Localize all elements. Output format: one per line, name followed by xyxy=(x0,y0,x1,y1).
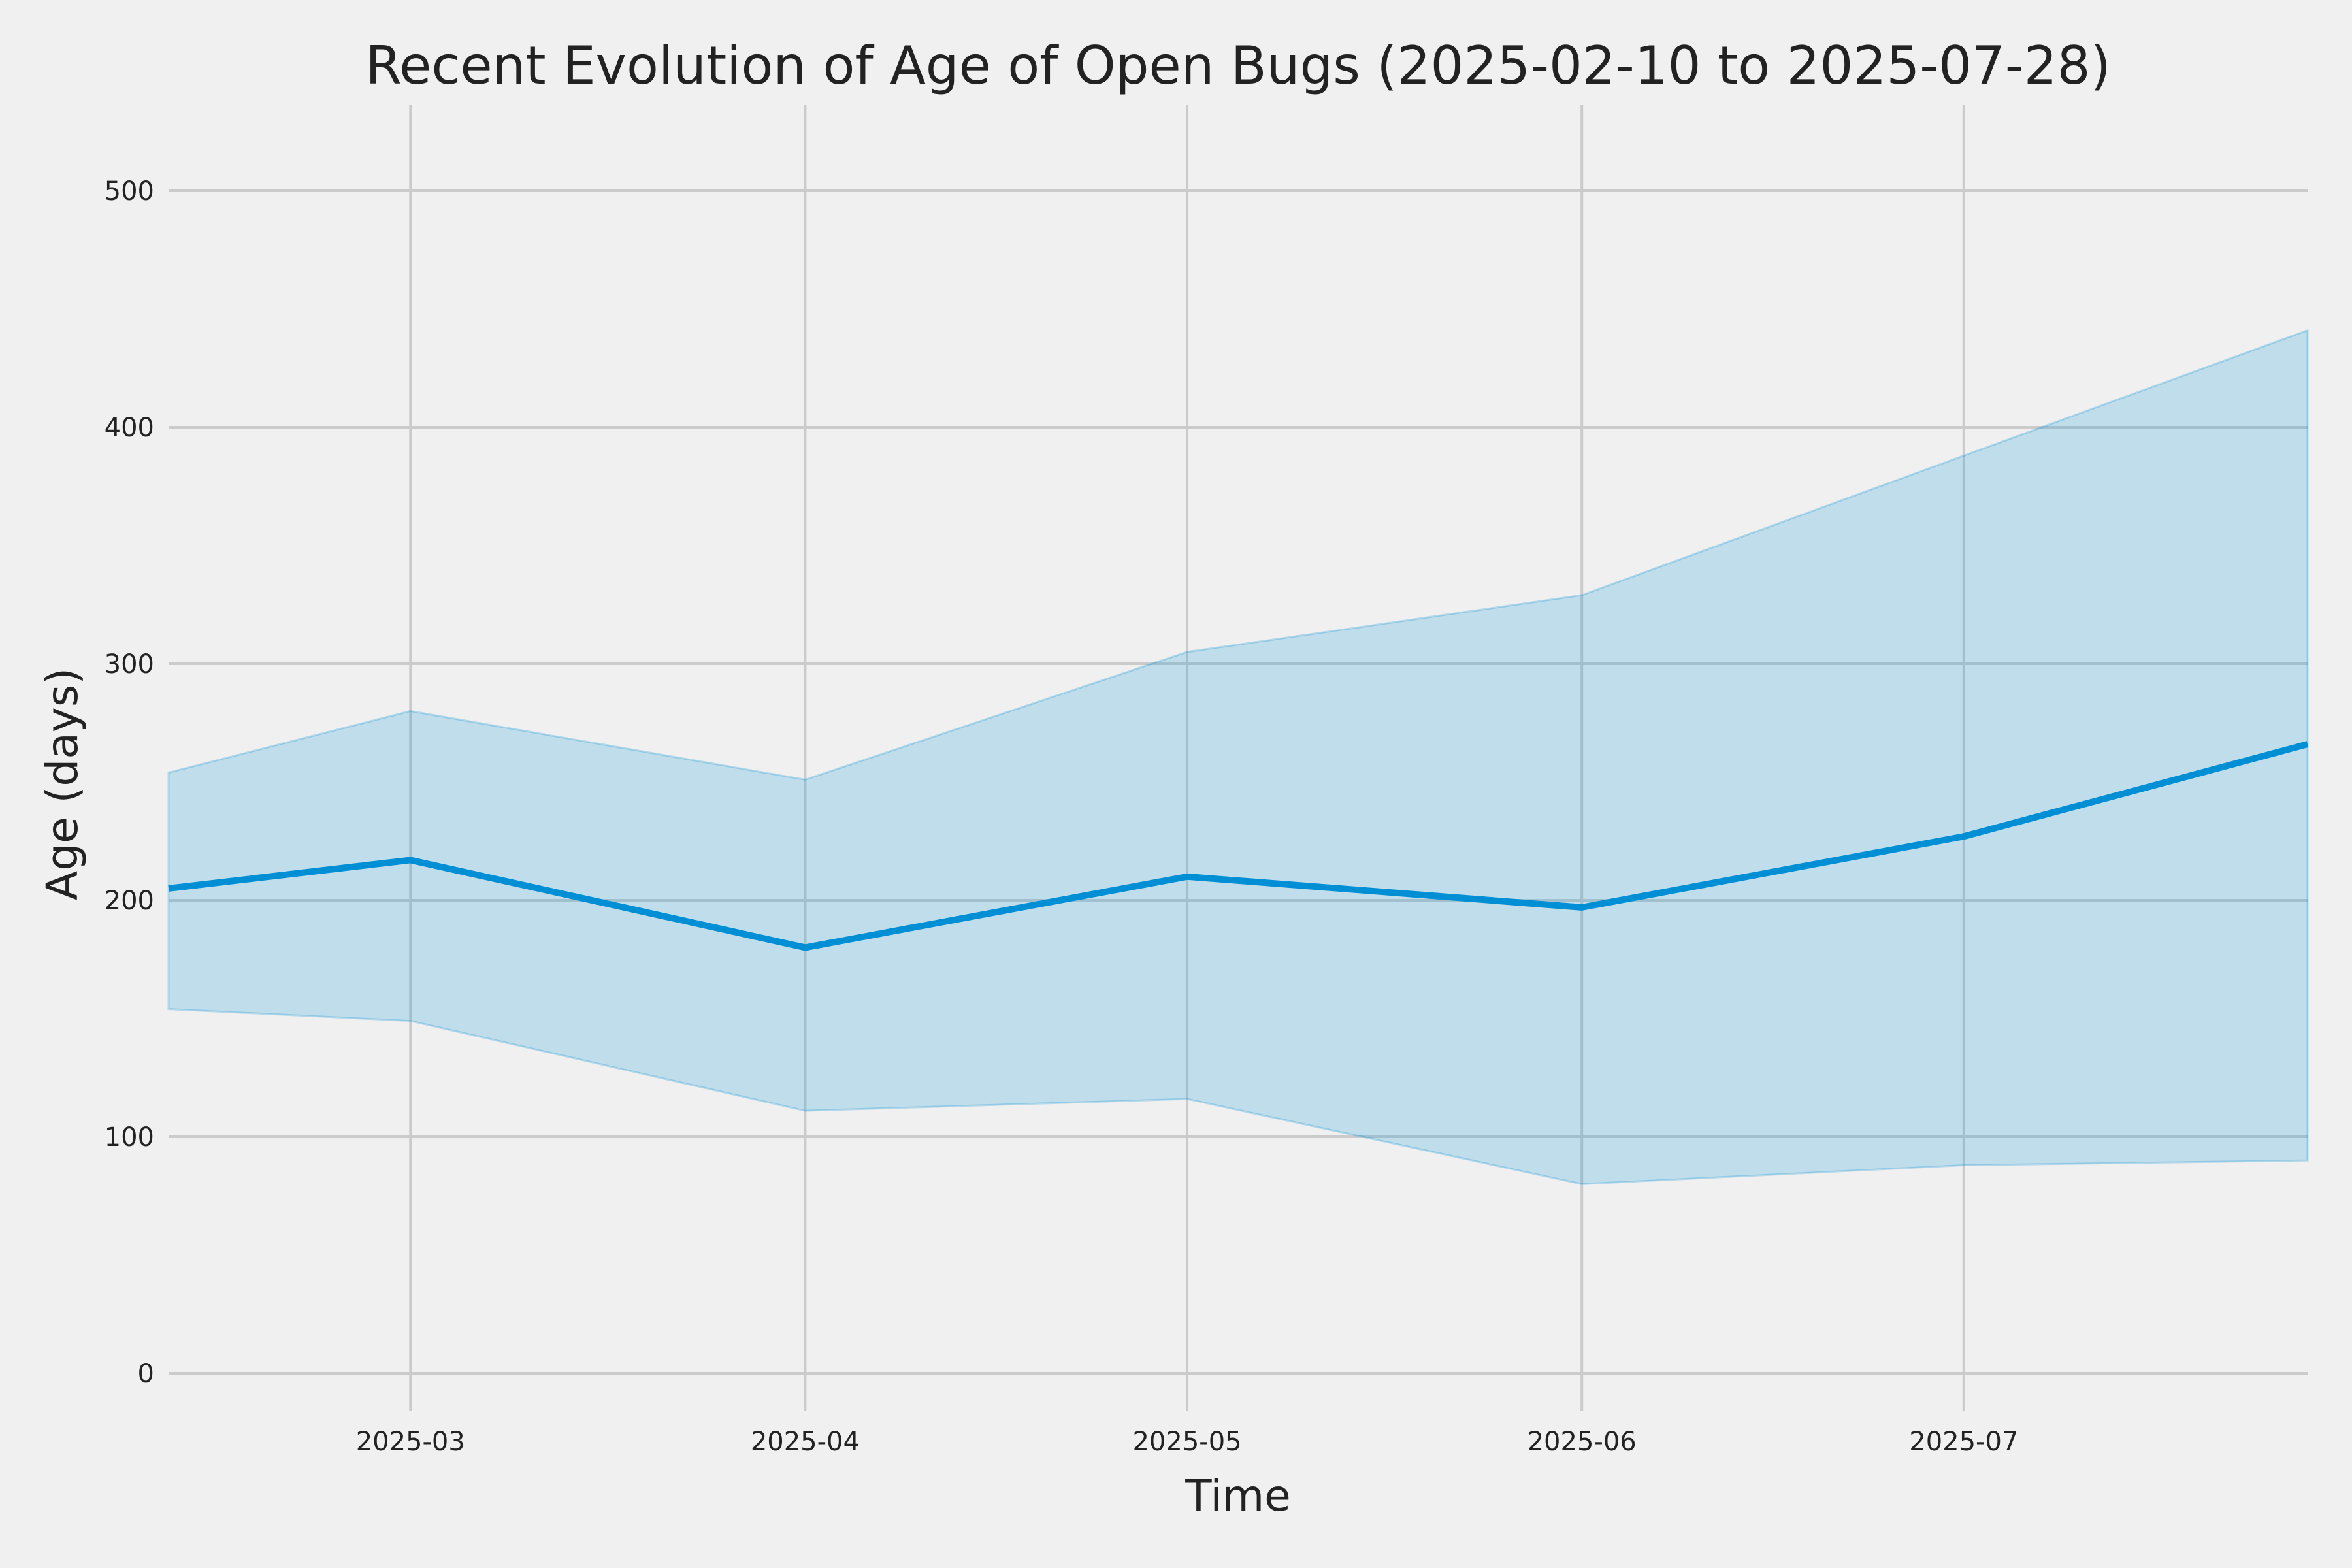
y-tick-label: 300 xyxy=(105,649,154,679)
y-tick-label: 200 xyxy=(105,886,154,916)
data-point xyxy=(2307,743,2308,745)
x-tick-label: 2025-06 xyxy=(1527,1427,1637,1457)
data-point xyxy=(1186,876,1188,877)
x-tick-label: 2025-03 xyxy=(356,1427,465,1457)
median-age-line xyxy=(168,741,2309,951)
tick-labels: 0 100 200 300 400 500 2025-03 2025-04 2025-05 202… xyxy=(105,176,2019,1457)
range-band-layer xyxy=(167,329,2309,1185)
x-axis-title: Time xyxy=(1184,1471,1291,1521)
y-tick-label: 500 xyxy=(105,176,154,206)
y-axis-title: Age (days) xyxy=(37,668,88,900)
x-tick-label: 2025-07 xyxy=(1909,1427,2018,1457)
data-point xyxy=(168,888,169,889)
grid-lines xyxy=(169,105,2308,1411)
y-tick-label: 0 xyxy=(138,1359,154,1389)
data-point xyxy=(804,947,806,948)
data-point xyxy=(1963,836,1965,837)
median-line-layer xyxy=(168,741,2309,951)
y-tick-label: 400 xyxy=(105,413,154,443)
chart-title: Recent Evolution of Age of Open Bugs (20… xyxy=(365,35,2111,96)
range-band xyxy=(167,329,2309,1185)
x-tick-label: 2025-05 xyxy=(1132,1427,1241,1457)
y-tick-label: 100 xyxy=(105,1122,154,1152)
x-tick-label: 2025-04 xyxy=(751,1427,860,1457)
data-point xyxy=(1581,907,1582,908)
data-point xyxy=(410,859,411,860)
